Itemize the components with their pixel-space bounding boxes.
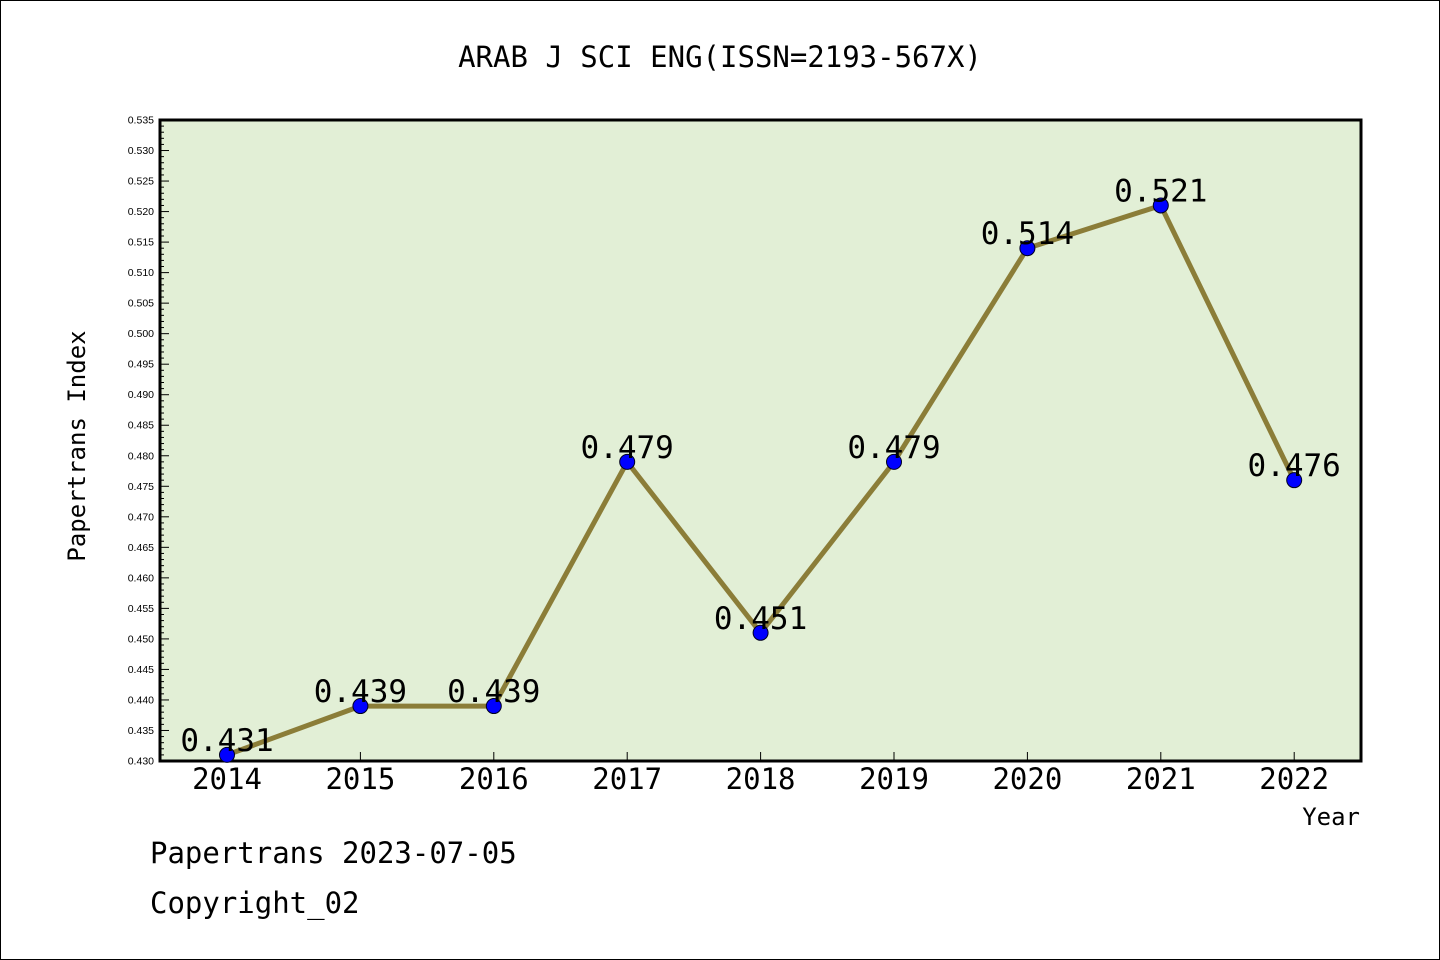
x-tick-label: 2022 [1259, 762, 1329, 796]
y-tick-label: 0.495 [128, 359, 154, 371]
chart-title: ARAB J SCI ENG(ISSN=2193-567X) [458, 40, 982, 74]
x-tick-label: 2014 [192, 762, 262, 796]
y-tick-label: 0.530 [128, 145, 154, 157]
y-tick-label: 0.450 [128, 633, 154, 645]
y-tick-label: 0.490 [128, 389, 154, 401]
y-tick-label: 0.440 [128, 694, 154, 706]
y-tick-label: 0.500 [128, 328, 154, 340]
data-point [352, 698, 369, 715]
y-tick-label: 0.510 [128, 267, 154, 279]
y-axis-label: Papertrans Index [63, 330, 91, 561]
data-label: 0.439 [447, 674, 540, 710]
y-tick-label: 0.535 [128, 115, 154, 127]
data-point [1019, 240, 1036, 257]
data-label: 0.479 [581, 430, 674, 466]
x-tick-label: 2017 [592, 762, 662, 796]
data-point [1286, 472, 1303, 489]
y-tick-label: 0.445 [128, 664, 154, 676]
data-label: 0.439 [314, 674, 407, 710]
data-point [619, 453, 636, 470]
data-point [1152, 197, 1169, 214]
y-tick-label: 0.485 [128, 420, 154, 432]
x-tick-label: 2019 [859, 762, 929, 796]
data-point [752, 624, 769, 641]
series [219, 197, 1303, 763]
y-axis: 0.430 0.435 0.440 0.445 0.450 0.455 0.460 0.465… [128, 115, 169, 768]
x-tick-label: 2016 [459, 762, 529, 796]
y-tick-label: 0.430 [128, 756, 154, 768]
y-tick-label: 0.505 [128, 298, 154, 310]
x-tick-label: 2018 [726, 762, 796, 796]
x-axis-label: Year [1302, 803, 1360, 831]
footer-copyright: Copyright_02 [150, 886, 360, 920]
x-tick-label: 2015 [325, 762, 395, 796]
x-tick-label: 2020 [992, 762, 1062, 796]
y-tick-label: 0.520 [128, 206, 154, 218]
y-tick-label: 0.455 [128, 603, 154, 615]
x-axis: 2014 2015 2016 2017 2018 2019 2020 2021 2022 [192, 752, 1329, 796]
data-label: 0.514 [981, 216, 1074, 252]
y-tick-label: 0.525 [128, 176, 154, 188]
y-tick-label: 0.480 [128, 450, 154, 462]
y-tick-label: 0.460 [128, 572, 154, 584]
x-tick-label: 2021 [1126, 762, 1196, 796]
data-point [886, 453, 902, 470]
y-tick-label: 0.465 [128, 542, 154, 554]
y-tick-label: 0.470 [128, 511, 154, 523]
data-point [485, 698, 502, 715]
plot-area [158, 118, 1363, 763]
data-label: 0.451 [714, 601, 807, 637]
data-labels: 0.431 0.439 0.439 0.479 0.451 0.479 0.514 0.521… [180, 173, 1341, 758]
data-label: 0.476 [1248, 448, 1341, 484]
data-label: 0.521 [1114, 173, 1207, 209]
y-tick-label: 0.515 [128, 237, 154, 249]
data-label: 0.479 [847, 430, 940, 466]
data-label: 0.431 [180, 723, 273, 759]
footer-date: Papertrans 2023-07-05 [150, 836, 517, 870]
y-tick-label: 0.435 [128, 725, 154, 737]
y-tick-label: 0.475 [128, 481, 154, 493]
data-point [219, 746, 235, 763]
